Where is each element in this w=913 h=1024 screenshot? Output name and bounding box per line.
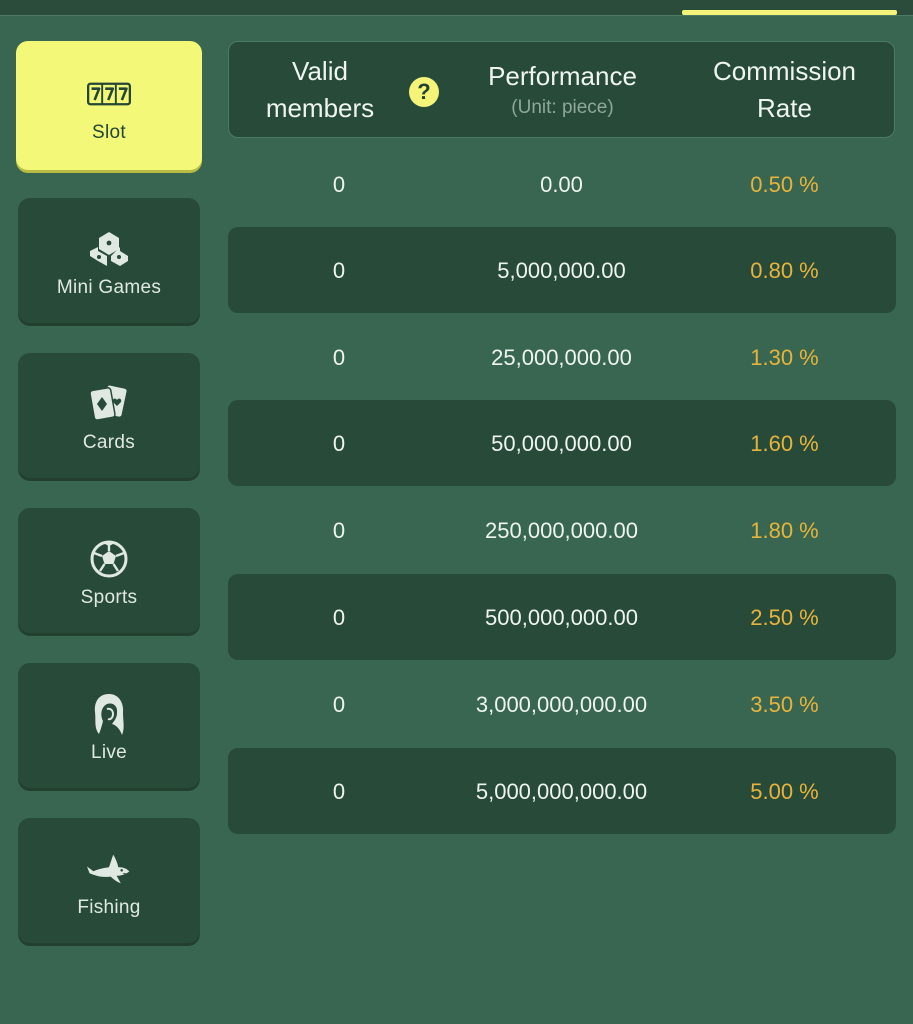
tab-label: Mini Games: [56, 276, 162, 298]
active-tab-indicator: [682, 10, 897, 15]
slot-777-icon: [87, 72, 131, 116]
tab-label: Fishing: [77, 896, 141, 918]
cell-performance: 500,000,000.00: [485, 604, 638, 630]
table-row: 0 5,000,000,000.00 5.00 %: [228, 748, 896, 834]
cell-performance: 5,000,000,000.00: [450, 748, 673, 834]
cell-valid-members: 0: [332, 517, 346, 543]
cell-performance: 3,000,000,000.00: [450, 661, 673, 747]
table-row: 0 500,000,000.00 2.50 %: [228, 574, 896, 660]
cell-valid-members: 0: [332, 430, 346, 456]
tab-label: Slot: [92, 121, 126, 143]
header-performance-unit: (Unit: piece): [511, 97, 614, 118]
commission-table-header: Valid members ? Performance (Unit: piece…: [228, 41, 895, 138]
header-performance: Performance (Unit: piece): [451, 42, 674, 137]
table-row: 0 3,000,000,000.00 3.50 %: [228, 661, 896, 747]
tab-slot[interactable]: Slot: [16, 41, 202, 170]
cell-commission-rate: 0.50 %: [750, 171, 819, 197]
cell-commission-rate: 0.80 %: [750, 257, 819, 283]
cards-icon: [87, 382, 131, 426]
tab-fishing[interactable]: Fishing: [18, 818, 200, 943]
header-valid-members-line1: Valid: [292, 55, 348, 86]
cell-commission-rate: 2.50 %: [750, 604, 819, 630]
cell-performance: 250,000,000.00: [485, 517, 638, 543]
tab-mini-games[interactable]: Mini Games: [18, 198, 200, 323]
cell-valid-members: 0: [332, 171, 346, 197]
header-commission-line2: Rate: [757, 92, 812, 123]
cell-valid-members: 0: [332, 344, 346, 370]
table-row: 0 0.00 0.50 %: [228, 141, 896, 227]
mini-games-icon: [87, 227, 131, 271]
cell-commission-rate: 1.30 %: [750, 344, 819, 370]
cell-valid-members: 0: [332, 604, 346, 630]
tab-label: Cards: [82, 431, 136, 453]
table-row: 0 25,000,000.00 1.30 %: [228, 314, 896, 400]
cell-commission-rate: 1.80 %: [750, 517, 819, 543]
cell-performance: 50,000,000.00: [491, 430, 632, 456]
soccer-ball-icon: [87, 537, 131, 581]
cell-performance-value: 5,000,000,000.00: [475, 778, 648, 804]
tab-live[interactable]: Live: [18, 663, 200, 788]
header-performance-label: Performance: [488, 61, 637, 91]
header-commission-line1: Commission: [712, 55, 857, 86]
top-tab-bar: [0, 0, 913, 16]
tab-sports[interactable]: Sports: [18, 508, 200, 633]
live-dealer-icon: [87, 692, 131, 736]
cell-valid-members: 0: [332, 778, 346, 804]
table-row: 0 5,000,000.00 0.80 %: [228, 227, 896, 313]
tab-cards[interactable]: Cards: [18, 353, 200, 478]
table-row: 0 250,000,000.00 1.80 %: [228, 487, 896, 573]
cell-commission-rate: 5.00 %: [750, 778, 819, 804]
tab-label: Sports: [80, 586, 138, 608]
cell-valid-members: 0: [332, 257, 346, 283]
help-question-icon[interactable]: ?: [409, 77, 439, 107]
shark-icon: [87, 847, 131, 891]
cell-commission-rate: 3.50 %: [750, 691, 819, 717]
cell-performance-value: 3,000,000,000.00: [475, 691, 648, 717]
cell-commission-rate: 1.60 %: [750, 430, 819, 456]
cell-valid-members: 0: [332, 691, 346, 717]
header-commission-rate: Commission Rate: [674, 42, 895, 137]
cell-performance: 0.00: [540, 171, 583, 197]
tab-label: Live: [90, 741, 128, 763]
header-valid-members-line2: members: [265, 92, 375, 123]
table-row: 0 50,000,000.00 1.60 %: [228, 400, 896, 486]
header-valid-members: Valid members: [229, 42, 411, 137]
cell-performance: 25,000,000.00: [491, 344, 632, 370]
cell-performance: 5,000,000.00: [497, 257, 626, 283]
